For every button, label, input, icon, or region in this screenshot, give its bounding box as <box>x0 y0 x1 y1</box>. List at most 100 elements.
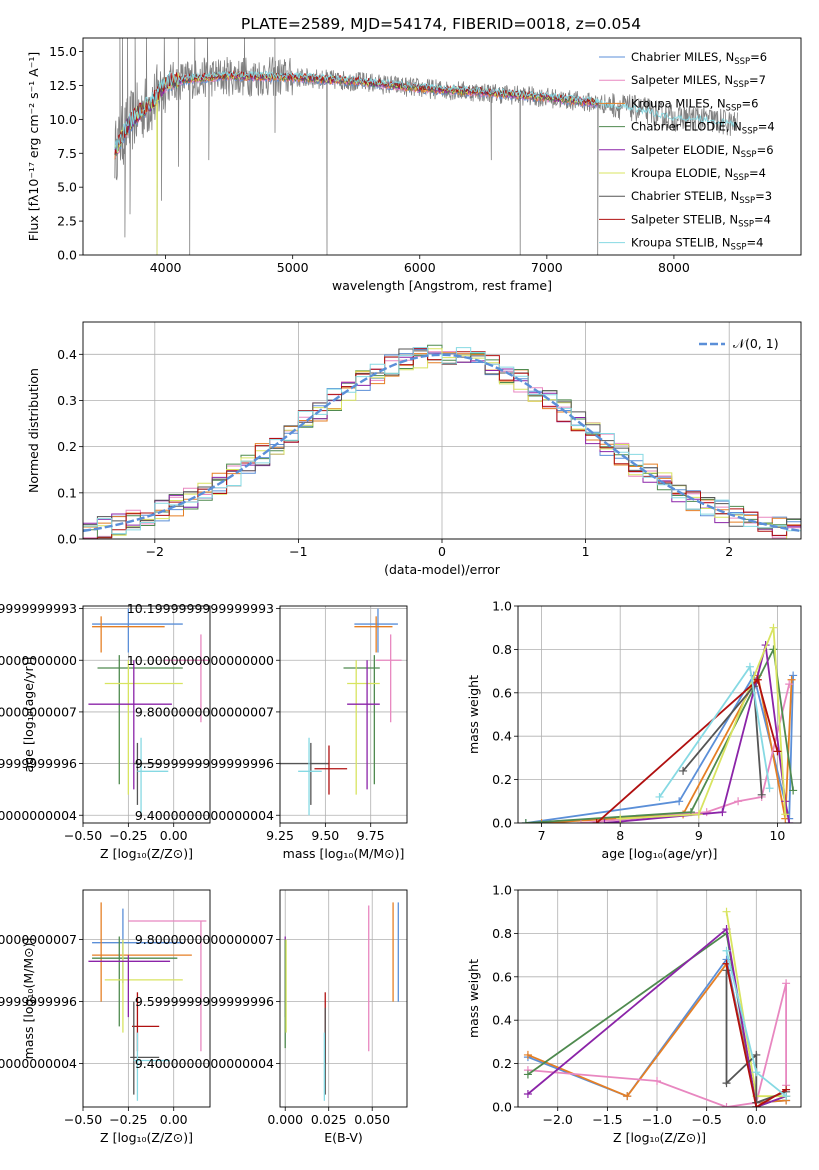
x-tick-label: 0.00 <box>160 828 188 843</box>
y-tick-label: 9.5999999999999996 <box>135 994 274 1009</box>
legend-label: Kroupa ELODIE, NSSP=4 <box>631 166 766 183</box>
weight-series-line <box>620 627 787 820</box>
legend-text: Kroupa ELODIE, N <box>631 166 733 180</box>
y-tick-label: 9.8000000000000007 <box>0 704 77 719</box>
weight-point-marker <box>722 946 731 955</box>
y-tick-label: 15.0 <box>49 44 77 59</box>
y-tick-label: 9.5999999999999996 <box>135 756 274 771</box>
y-tick-label: 1.0 <box>492 599 512 614</box>
x-tick-label: −0.25 <box>109 828 147 843</box>
weight-point-marker <box>787 675 796 684</box>
legend-subscript: SSP <box>733 173 749 183</box>
x-tick-label: −0.5 <box>691 1112 721 1127</box>
weight-series-line <box>527 983 787 1107</box>
y-tick-label: 9.8000000000000007 <box>135 932 274 947</box>
legend-suffix: =7 <box>749 73 766 87</box>
y-axis-label: Flux [fλ10⁻¹⁷ erg cm⁻² s⁻¹ A⁻¹] <box>26 52 41 241</box>
plot-area <box>88 608 210 816</box>
x-tick-label: 0 <box>438 544 446 559</box>
x-tick-label: −0.50 <box>64 1112 102 1127</box>
weight-point-marker <box>753 675 762 684</box>
axes-frame <box>82 605 211 824</box>
legend-suffix: =3 <box>755 189 772 203</box>
y-tick-label: 9.5999999999999996 <box>0 994 77 1009</box>
x-tick-label: 9.50 <box>311 828 339 843</box>
weight-point-marker <box>773 747 782 756</box>
x-axis-label: age [log₁₀(age/yr)] <box>602 846 718 861</box>
y-tick-label: 12.5 <box>49 78 77 93</box>
y-tick-label: 0.1 <box>57 485 77 500</box>
weight-point-marker <box>789 786 798 795</box>
weight-point-marker <box>675 797 684 806</box>
y-tick-label: 0.8 <box>492 926 512 941</box>
x-tick-label: 8000 <box>658 260 690 275</box>
spectrum-panel: 4000 5000 6000 7000 8000 0.0 2.5 5.0 7.5 10.0 12.5… <box>26 37 802 293</box>
x-tick-label: 2 <box>725 544 733 559</box>
mass-weight-vs-age-panel: 7 8 9 10 0.0 0.2 0.4 0.6 0.8 1.0 age [log₁₀(age/yr… <box>466 599 802 861</box>
x-tick-label: 6000 <box>404 260 436 275</box>
legend-subscript: SSP <box>738 219 754 229</box>
legend-label: 𝒩(0, 1) <box>733 336 779 351</box>
y-axis-label: Normed distribution <box>26 368 41 493</box>
y-tick-label: 10.1999999999999993 <box>0 601 77 616</box>
weight-point-marker <box>765 784 774 793</box>
x-tick-label: 0.025 <box>311 1112 347 1127</box>
weight-point-marker <box>537 819 546 823</box>
x-tick-label: −1.5 <box>592 1112 622 1127</box>
y-tick-label: 10.1999999999999993 <box>127 601 274 616</box>
legend-subscript: SSP <box>742 127 758 137</box>
legend-label: Chabrier MILES, NSSP=6 <box>631 50 767 67</box>
y-tick-label: 0.4 <box>492 729 512 744</box>
x-tick-label: 10 <box>769 828 785 843</box>
legend-text: Chabrier MILES, N <box>631 50 734 64</box>
weight-point-marker <box>782 1092 791 1101</box>
axes-frame <box>82 37 802 256</box>
figure-title: PLATE=2589, MJD=54174, FIBERID=0018, z=0… <box>241 15 641 33</box>
weight-point-marker <box>523 1050 532 1059</box>
weight-point-marker <box>694 810 703 819</box>
y-tick-label: 0.3 <box>57 393 77 408</box>
mass-weight-vs-metallicity-panel: −2.0 −1.5 −1.0 −0.5 0.0 0.0 0.2 0.4 0.6 0.8 1.0 Z [… <box>466 883 802 1145</box>
x-axis-label: E(B-V) <box>324 1130 363 1145</box>
legend-suffix: =6 <box>757 143 774 157</box>
legend-suffix: =4 <box>746 236 763 250</box>
x-tick-label: −2.0 <box>543 1112 573 1127</box>
y-tick-label: 0.0 <box>492 1100 512 1115</box>
y-tick-label: 10.0000000000000000 <box>0 653 77 668</box>
legend-label: Chabrier STELIB, NSSP=3 <box>631 189 772 206</box>
y-tick-label: 7.5 <box>57 146 77 161</box>
x-tick-label: 4000 <box>150 260 182 275</box>
y-tick-label: 0.0 <box>57 248 77 263</box>
legend-subscript: SSP <box>733 80 749 90</box>
legend-text: Kroupa STELIB, N <box>631 236 731 250</box>
x-tick-label: 8 <box>616 828 624 843</box>
weight-point-marker <box>722 907 731 916</box>
plot-area <box>284 902 399 1101</box>
legend-subscript: SSP <box>734 57 750 67</box>
y-tick-label: 2.5 <box>57 214 77 229</box>
x-tick-label: 0.0 <box>746 1112 766 1127</box>
model-spectrum-line <box>114 70 598 155</box>
legend-suffix: =4 <box>754 212 771 226</box>
y-tick-label: 0.2 <box>492 772 512 787</box>
y-tick-label: 9.8000000000000007 <box>135 704 274 719</box>
model-spectrum-line <box>114 70 738 153</box>
y-tick-label: 9.4000000000000004 <box>135 808 274 823</box>
x-axis-label: (data-model)/error <box>384 562 501 577</box>
mass-vs-metallicity-panel: −0.50 −0.25 0.00 9.4000000000000004 9.599999… <box>0 889 211 1145</box>
legend-subscript: SSP <box>731 243 747 253</box>
weight-point-marker <box>752 1050 761 1059</box>
x-axis-label: Z [log₁₀(Z/Z⊙)] <box>100 1130 193 1145</box>
y-tick-label: 0.2 <box>492 1056 512 1071</box>
x-tick-label: 7 <box>538 828 546 843</box>
weight-series-line <box>527 927 787 1107</box>
plot-area <box>114 38 738 255</box>
y-tick-label: 0.6 <box>492 969 512 984</box>
weight-point-marker <box>785 819 794 823</box>
weight-point-marker <box>600 819 609 823</box>
x-tick-label: 7000 <box>531 260 563 275</box>
weight-point-marker <box>702 808 711 817</box>
weight-point-marker <box>623 1092 632 1101</box>
x-axis-label: wavelength [Angstrom, rest frame] <box>332 278 552 293</box>
plot-area <box>83 344 801 539</box>
